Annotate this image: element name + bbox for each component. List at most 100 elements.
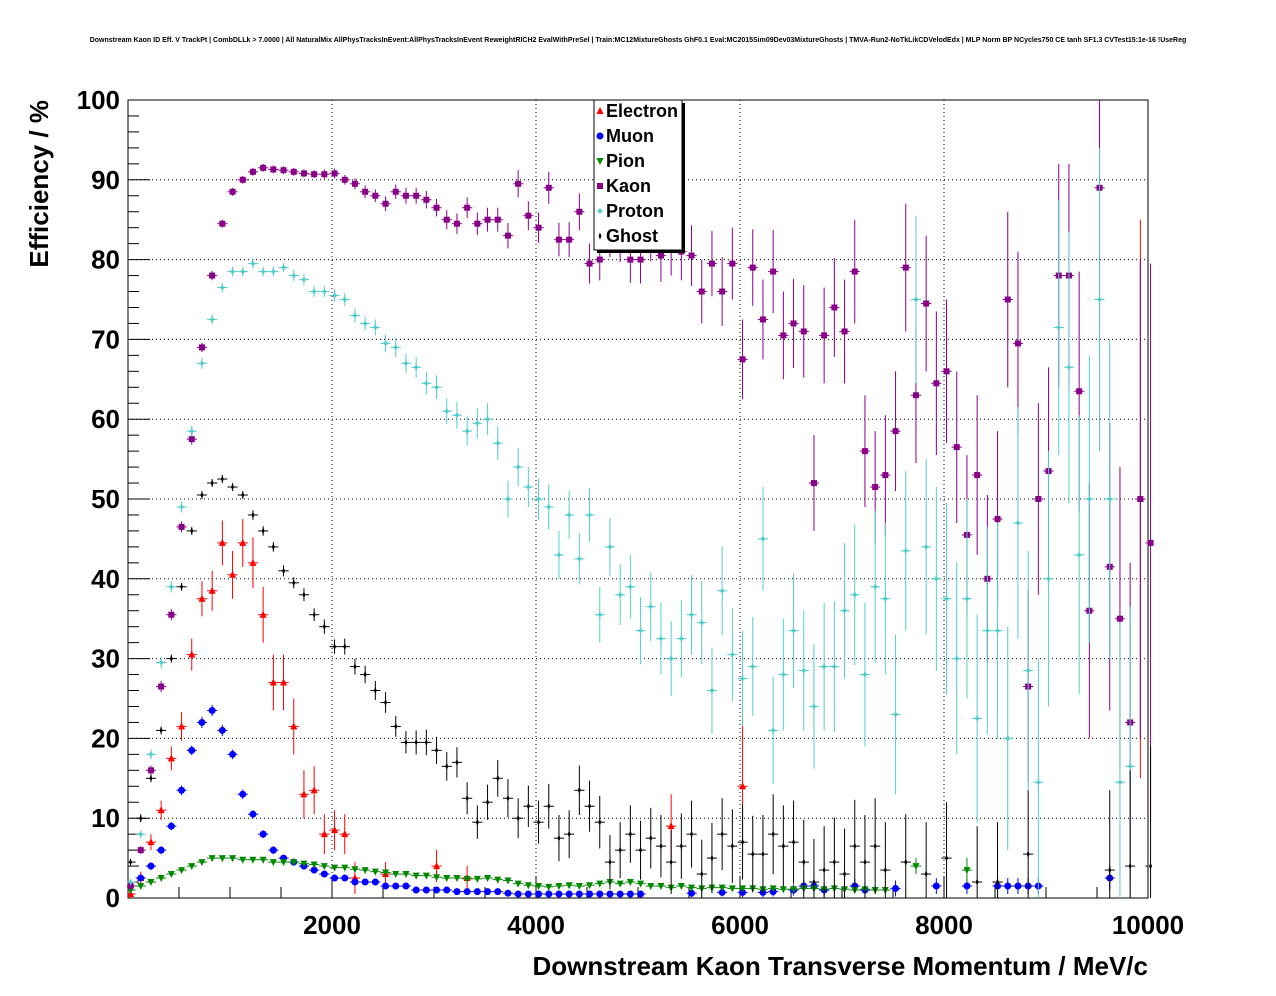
marker: [892, 710, 900, 718]
data-point-proton: [329, 289, 340, 302]
data-point-kaon: [176, 521, 187, 533]
data-point-proton: [798, 610, 809, 731]
data-point-ghost: [135, 814, 146, 823]
marker: [333, 643, 337, 651]
marker: [433, 204, 440, 211]
data-point-proton: [972, 614, 983, 823]
marker: [700, 870, 704, 878]
data-point-kaon: [584, 243, 595, 284]
data-point-electron: [288, 698, 299, 755]
data-point-ghost: [207, 479, 218, 488]
data-point-muon: [594, 890, 605, 898]
marker: [269, 268, 277, 276]
marker: [963, 595, 971, 603]
data-point-ghost: [380, 692, 391, 713]
marker: [741, 838, 745, 846]
data-point-pion: [166, 871, 177, 879]
data-point-ghost: [859, 815, 871, 898]
data-point-ghost: [329, 639, 340, 654]
data-point-electron: [217, 520, 228, 566]
data-point-pion: [237, 856, 248, 864]
marker: [657, 635, 665, 643]
marker: [504, 877, 512, 885]
data-point-proton: [727, 608, 738, 701]
data-point-muon: [635, 890, 646, 898]
data-point-kaon: [1033, 403, 1044, 595]
marker: [188, 436, 195, 443]
marker: [310, 288, 318, 296]
data-point-kaon: [931, 311, 942, 456]
data-point-pion: [543, 883, 554, 891]
y-axis-label: Efficiency / %: [24, 100, 54, 268]
data-point-proton: [217, 282, 228, 293]
data-point-ghost: [128, 858, 136, 866]
marker: [730, 842, 734, 850]
data-point-kaon: [502, 222, 514, 249]
marker: [720, 830, 724, 838]
data-point-proton: [584, 488, 595, 542]
legend-item-kaon: Kaon: [597, 176, 651, 196]
marker: [739, 675, 747, 683]
marker: [1147, 539, 1154, 546]
marker: [596, 207, 604, 215]
marker: [1035, 496, 1042, 502]
marker: [269, 846, 277, 854]
marker: [392, 343, 400, 351]
data-point-muon: [268, 846, 279, 855]
chart-title: Downstream Kaon ID Eff. V TrackPt | Comb…: [90, 37, 1187, 44]
marker: [494, 888, 502, 896]
marker: [779, 671, 787, 679]
marker: [392, 882, 400, 890]
marker: [933, 380, 940, 387]
marker: [361, 878, 369, 886]
marker: [545, 503, 553, 511]
data-point-proton: [1053, 199, 1064, 456]
marker: [677, 883, 685, 891]
marker: [157, 659, 165, 667]
marker: [647, 883, 655, 891]
marker: [239, 790, 247, 798]
data-point-kaon: [135, 846, 146, 855]
data-point-kaon: [849, 219, 860, 324]
data-point-muon: [462, 888, 473, 896]
marker: [351, 866, 359, 874]
marker: [261, 527, 265, 535]
marker: [596, 158, 604, 165]
data-point-ghost: [237, 491, 248, 499]
data-point-ghost: [360, 665, 371, 684]
marker: [167, 822, 175, 830]
data-point-proton: [992, 522, 1003, 739]
data-point-pion: [349, 866, 361, 874]
marker: [669, 858, 673, 866]
data-point-kaon: [390, 184, 401, 199]
marker: [190, 527, 194, 535]
marker: [443, 216, 450, 223]
data-point-proton: [523, 467, 534, 507]
data-point-muon: [502, 889, 514, 897]
data-point-kaon: [319, 169, 330, 180]
marker: [484, 875, 492, 883]
data-point-pion: [645, 883, 656, 891]
data-point-muon: [584, 890, 595, 898]
data-point-muon: [258, 830, 269, 839]
marker: [647, 603, 655, 611]
marker: [373, 687, 377, 695]
marker: [1116, 615, 1123, 622]
marker: [198, 594, 206, 602]
y-tick-label: 80: [91, 245, 120, 275]
data-point-proton: [278, 262, 289, 273]
marker: [453, 875, 461, 883]
marker: [239, 538, 247, 546]
data-point-proton: [258, 266, 269, 277]
data-point-ghost: [298, 588, 310, 602]
marker: [912, 863, 920, 871]
data-point-pion: [247, 856, 259, 864]
legend: Electron Muon Pion Kaon Proton Ghost: [593, 99, 685, 253]
marker: [943, 368, 950, 375]
marker: [361, 319, 369, 327]
data-point-pion: [686, 884, 697, 892]
marker: [341, 864, 349, 872]
data-point-proton: [737, 630, 748, 727]
data-point-electron: [196, 581, 208, 617]
marker: [341, 176, 348, 183]
